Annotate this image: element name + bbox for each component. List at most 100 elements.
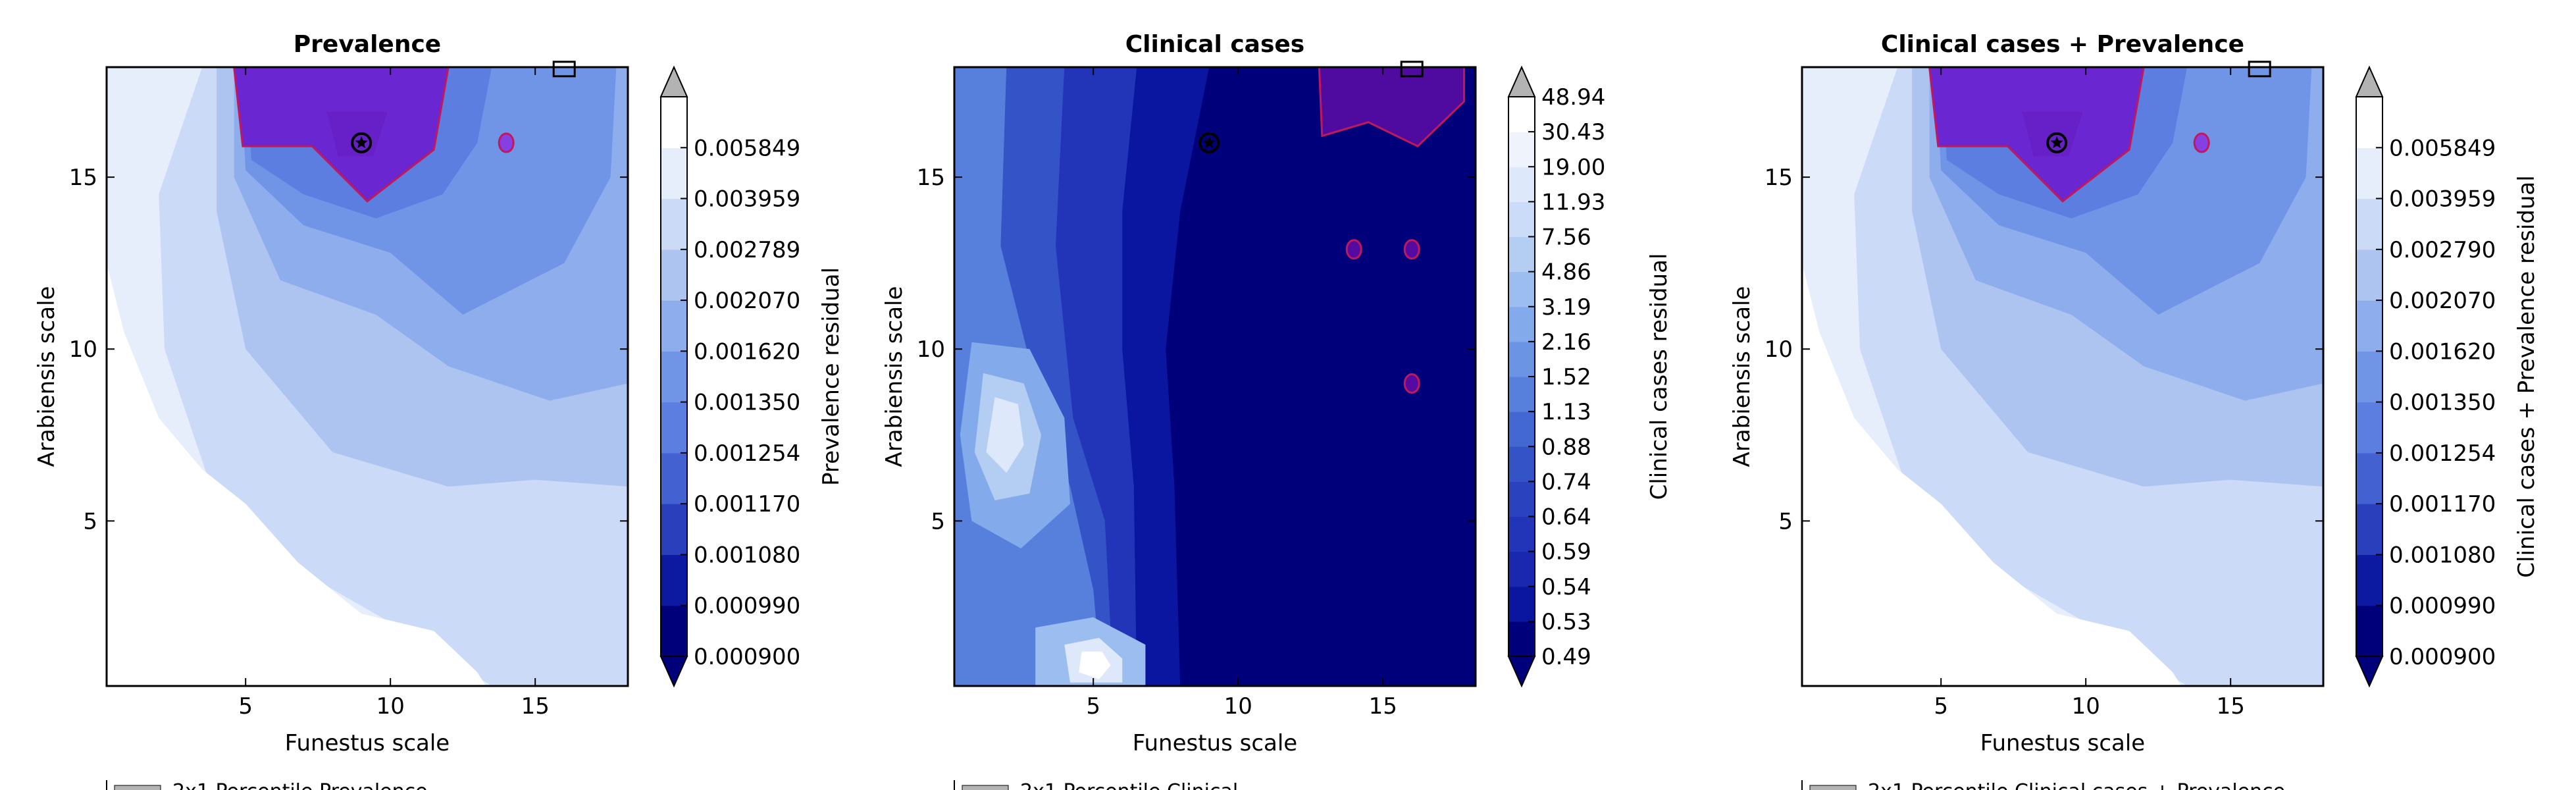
colorbar-tick-label: 0.005849 <box>2389 135 2496 161</box>
colorbar-band <box>661 300 687 352</box>
colorbar-band <box>2356 97 2383 148</box>
best-point-star <box>1202 136 1216 148</box>
colorbar-tick-label: 0.001080 <box>694 542 800 568</box>
contour-band <box>1802 263 2182 686</box>
x-axis-label: Funestus scale <box>1980 730 2145 756</box>
best-point-star <box>2050 136 2063 148</box>
best-point-marker <box>2046 132 2068 153</box>
colorbar-band <box>661 97 687 148</box>
colorbar-tick-label: 0.000900 <box>694 644 800 670</box>
colorbar-tick-label: 30.43 <box>1541 119 1605 145</box>
y-tick-label: 5 <box>1778 508 1793 535</box>
panel-3: 5 10 15 5 10 15 Clinical cases + Prevalence Fun… <box>1729 31 2540 790</box>
contour-band <box>107 263 486 686</box>
colorbar-band <box>661 402 687 454</box>
legend: 2x1 Percentile Clinical <box>954 780 1238 790</box>
colorbar-band <box>661 554 687 606</box>
highlight-region <box>1928 67 2145 203</box>
colorbar-extend-over <box>1507 65 1536 97</box>
colorbar-band <box>1508 201 1535 238</box>
panel-1: 5 10 15 5 10 15 Prevalence Funestus scale Arabie… <box>34 31 844 790</box>
colorbar-band <box>2356 605 2383 657</box>
y-axis-label: Arabiensis scale <box>1729 286 1755 467</box>
colorbar-label: Prevalence residual <box>818 267 844 486</box>
colorbar-tick-label: 0.001170 <box>2389 491 2496 517</box>
x-tick-label: 10 <box>376 693 405 720</box>
colorbar-tick-label: 0.000990 <box>2389 593 2496 619</box>
y-tick-label: 15 <box>917 165 945 191</box>
y-tick-label: 10 <box>1765 336 1793 363</box>
legend: 2x1 Percentile Prevalence <box>106 780 428 790</box>
colorbar-band <box>661 147 687 199</box>
colorbar-band <box>1508 411 1535 447</box>
legend-swatch <box>1809 785 1857 790</box>
colorbar-tick-label: 2.16 <box>1541 329 1591 356</box>
highlight-spot <box>1345 239 1362 260</box>
colorbar-tick-label: 4.86 <box>1541 259 1591 286</box>
colorbar-band <box>2356 147 2383 199</box>
colorbar: 0.000900 0.000990 0.001080 0.001170 0.001254… <box>2355 65 2540 688</box>
colorbar-tick-label: 7.56 <box>1541 224 1591 251</box>
contour-plot <box>954 67 1476 686</box>
x-tick-label: 5 <box>1086 693 1100 720</box>
x-tick-label: 15 <box>2217 693 2245 720</box>
colorbar-band <box>1508 516 1535 552</box>
y-tick-label: 10 <box>917 336 945 363</box>
colorbar-frame <box>2356 96 2383 657</box>
square-marker <box>552 61 576 78</box>
x-tick-label: 5 <box>1934 693 1948 720</box>
colorbar-band <box>2356 554 2383 606</box>
x-tick-label: 10 <box>2072 693 2100 720</box>
colorbar-tick-label: 0.002790 <box>2389 237 2496 263</box>
colorbar-tick-label: 0.001254 <box>694 440 800 467</box>
colorbar-tick-label: 0.001620 <box>2389 338 2496 365</box>
colorbar-tick-label: 0.003959 <box>694 186 800 213</box>
y-axis-label: Arabiensis scale <box>881 286 908 467</box>
colorbar-tick-label: 0.002070 <box>694 288 800 314</box>
colorbar-band <box>1508 621 1535 657</box>
colorbar-band <box>1508 306 1535 342</box>
colorbar-extend-over <box>2355 65 2384 97</box>
contour-band <box>1079 651 1111 679</box>
x-tick-label: 15 <box>1369 693 1397 720</box>
panel-2: 5 10 15 5 10 15 Clinical cases Funestus scale Ar… <box>881 31 1672 790</box>
x-axis-label: Funestus scale <box>285 730 450 756</box>
colorbar-band <box>2356 198 2383 250</box>
colorbar-label: Clinical cases + Prevalence residual <box>2513 175 2540 577</box>
colorbar-extend-under <box>1507 656 1536 688</box>
colorbar-tick-label: 0.001620 <box>694 338 800 365</box>
legend-text: 2x1 Percentile Clinical cases + Prevalen… <box>1868 780 2285 790</box>
y-tick-label: 15 <box>1765 165 1793 191</box>
panel-title: Clinical cases + Prevalence <box>1881 31 2244 58</box>
colorbar-band <box>661 605 687 657</box>
panel-title: Clinical cases <box>1125 31 1304 58</box>
colorbar-tick-label: 0.001350 <box>694 390 800 416</box>
colorbar-tick-label: 0.64 <box>1541 504 1591 531</box>
colorbar-tick-label: 0.002789 <box>694 237 800 263</box>
colorbar-tick-label: 0.000900 <box>2389 644 2496 670</box>
colorbar: 0.49 0.53 0.54 0.59 0.64 0.74 0.88 1.13 1.52 2.16… <box>1507 65 1672 688</box>
colorbar-band <box>1508 586 1535 622</box>
square-marker <box>2248 61 2271 78</box>
y-tick-label: 10 <box>69 336 97 363</box>
colorbar-band <box>1508 271 1535 307</box>
colorbar-tick-label: 19.00 <box>1541 154 1605 180</box>
legend-text: 2x1 Percentile Prevalence <box>172 780 428 790</box>
colorbar-tick-label: 0.001170 <box>694 491 800 517</box>
highlight-region <box>233 67 450 203</box>
colorbar-band <box>2356 504 2383 556</box>
best-point-marker <box>1198 132 1220 153</box>
colorbar-extend-over <box>659 65 688 97</box>
legend: 2x1 Percentile Clinical cases + Prevalen… <box>1801 780 2285 790</box>
colorbar-tick-label: 1.13 <box>1541 399 1591 425</box>
x-tick-label: 5 <box>238 693 253 720</box>
colorbar-band <box>1508 341 1535 377</box>
highlight-spot <box>498 132 515 153</box>
plot-frame <box>1801 66 2325 687</box>
panel-title: Prevalence <box>294 31 441 58</box>
colorbar-tick-label: 0.001080 <box>2389 542 2496 568</box>
contour-plot <box>1802 67 2323 686</box>
colorbar-band <box>2356 300 2383 352</box>
x-tick-label: 15 <box>521 693 550 720</box>
